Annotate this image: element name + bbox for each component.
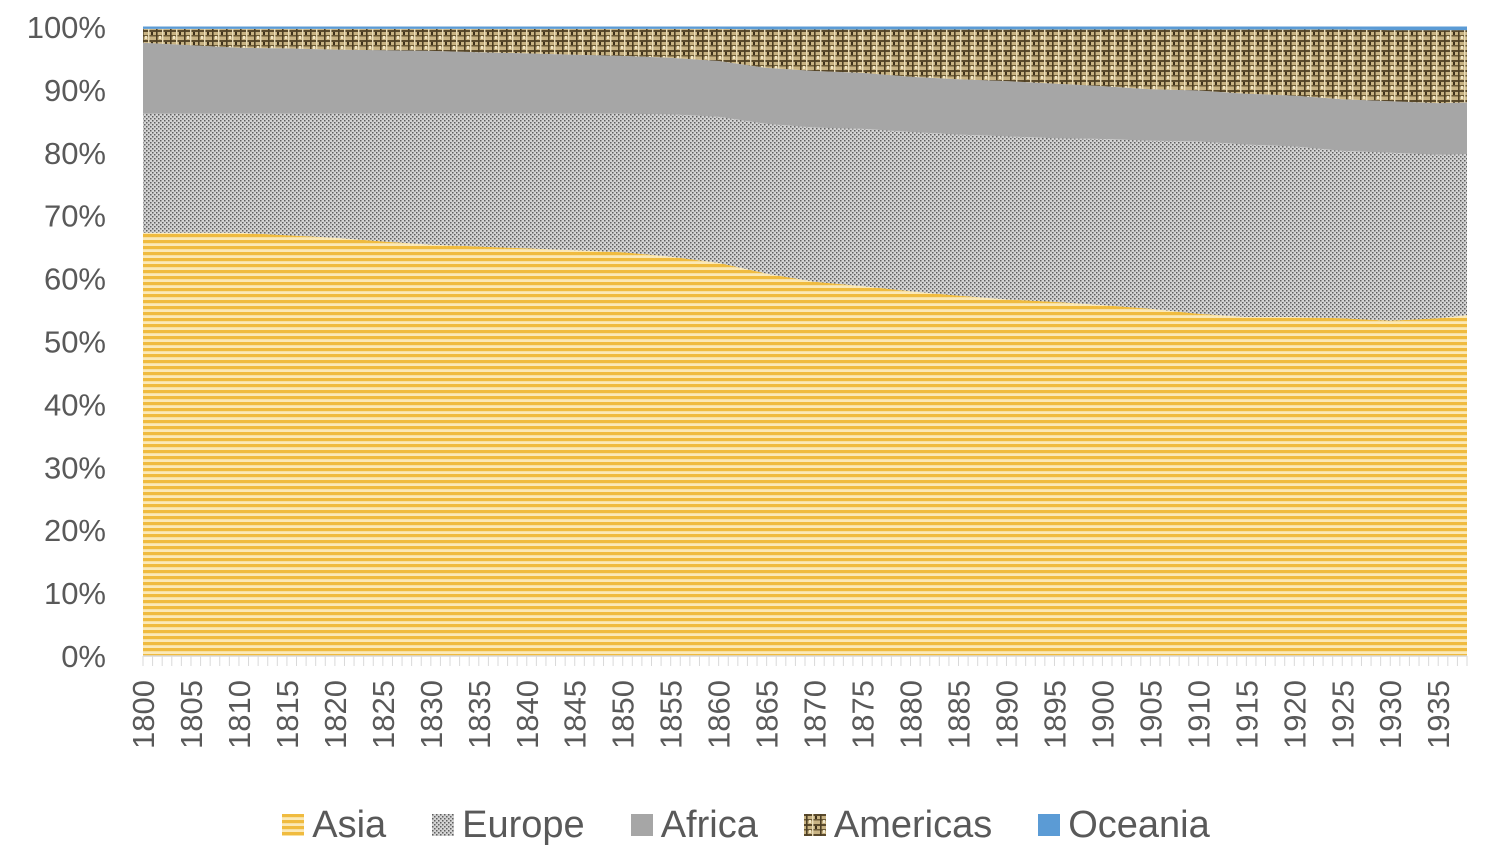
x-tick-label: 1815 bbox=[270, 680, 305, 749]
legend-item-oceania: Oceania bbox=[1038, 806, 1210, 844]
legend-item-africa: Africa bbox=[630, 804, 758, 846]
x-tick-label: 1905 bbox=[1133, 680, 1168, 749]
plot-area bbox=[143, 26, 1467, 656]
x-tick-label: 1820 bbox=[318, 680, 353, 749]
x-tick-label: 1865 bbox=[750, 680, 785, 749]
y-tick-label: 80% bbox=[44, 136, 106, 171]
x-tick-label: 1885 bbox=[942, 680, 977, 749]
x-tick-label: 1830 bbox=[414, 680, 449, 749]
legend-label: Europe bbox=[462, 804, 585, 846]
x-tick-label: 1845 bbox=[558, 680, 593, 749]
x-axis: 1800 1805 1810 1815 1820 1825 1830 1835 1840 1845… bbox=[126, 655, 1468, 749]
x-tick-label: 1915 bbox=[1229, 680, 1264, 749]
legend-swatch-africa bbox=[630, 814, 653, 836]
legend-label: Asia bbox=[312, 804, 387, 846]
area-americas bbox=[143, 28, 1467, 104]
y-tick-label: 60% bbox=[44, 262, 106, 297]
x-tick-label: 1930 bbox=[1373, 680, 1408, 749]
x-tick-label: 1925 bbox=[1325, 680, 1360, 749]
y-tick-label: 100% bbox=[27, 10, 106, 45]
x-tick-label: 1810 bbox=[222, 680, 257, 749]
x-tick-label: 1900 bbox=[1085, 680, 1120, 749]
legend-swatch-asia bbox=[282, 814, 305, 836]
y-tick-label: 0% bbox=[61, 639, 106, 674]
x-tick-label: 1890 bbox=[989, 680, 1024, 749]
x-tick-label: 1835 bbox=[462, 680, 497, 749]
x-tick-label: 1825 bbox=[366, 680, 401, 749]
y-tick-label: 50% bbox=[44, 325, 106, 360]
area-africa bbox=[143, 42, 1467, 155]
legend-label: Americas bbox=[833, 804, 993, 846]
y-tick-label: 20% bbox=[44, 513, 106, 548]
x-tick-label: 1850 bbox=[606, 680, 641, 749]
legend-item-europe: Europe bbox=[432, 806, 585, 844]
x-tick-label: 1910 bbox=[1181, 680, 1216, 749]
y-tick-label: 70% bbox=[44, 199, 106, 234]
legend-label: Oceania bbox=[1068, 804, 1210, 846]
x-tick-label: 1880 bbox=[894, 680, 929, 749]
x-tick-label: 1855 bbox=[654, 680, 689, 749]
legend-swatch-americas bbox=[803, 814, 826, 836]
x-tick-label: 1875 bbox=[846, 680, 881, 749]
legend-item-americas: Americas bbox=[803, 804, 993, 846]
x-tick-label: 1935 bbox=[1421, 680, 1456, 749]
y-axis: 0% 10% 20% 30% 40% 50% 60% 70% 80% 90% 100% bbox=[27, 10, 106, 674]
y-tick-label: 10% bbox=[44, 576, 106, 611]
x-tick-label: 1805 bbox=[174, 680, 209, 749]
y-tick-label: 90% bbox=[44, 73, 106, 108]
x-tick-label: 1870 bbox=[798, 680, 833, 749]
legend: Asia Europe Africa Americas Oceania bbox=[0, 800, 1492, 850]
legend-swatch-oceania bbox=[1038, 814, 1061, 836]
x-tick-label: 1860 bbox=[702, 680, 737, 749]
x-tick-label: 1895 bbox=[1037, 680, 1072, 749]
legend-label: Africa bbox=[660, 804, 758, 846]
y-tick-label: 30% bbox=[44, 450, 106, 485]
legend-item-asia: Asia bbox=[282, 806, 386, 844]
x-tick-label: 1920 bbox=[1277, 680, 1312, 749]
legend-swatch-europe bbox=[432, 814, 455, 836]
x-tick-label: 1800 bbox=[126, 680, 161, 749]
area-europe bbox=[143, 113, 1467, 321]
x-tick-label: 1840 bbox=[510, 680, 545, 749]
y-tick-label: 40% bbox=[44, 387, 106, 422]
area-asia bbox=[143, 232, 1467, 656]
